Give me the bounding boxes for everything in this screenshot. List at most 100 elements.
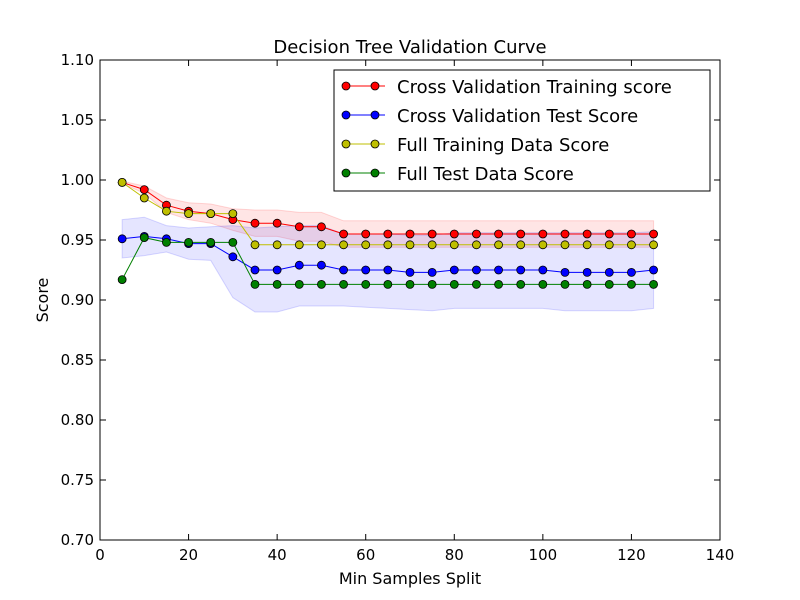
series-0-point [405, 229, 415, 239]
y-tick-label: 0.95 [61, 231, 94, 249]
x-tick-label: 60 [356, 546, 375, 564]
series-3-point [317, 279, 326, 289]
series-2-point [604, 240, 614, 250]
series-2-point [427, 240, 437, 250]
legend-entry-full-training-data-score: Full Training Data Score [341, 135, 609, 156]
series-1-point [427, 267, 437, 277]
series-markers [117, 177, 658, 289]
series-1-point [627, 267, 636, 277]
y-tick-label: 1.00 [61, 171, 94, 189]
series-2-point [339, 240, 348, 250]
series-0-point [582, 229, 592, 239]
series-3-point [494, 279, 503, 289]
series-1-point [649, 265, 658, 275]
series-2-point [139, 193, 149, 203]
series-3-point [627, 279, 636, 289]
y-axis-ticks: 0.70 0.75 0.80 0.85 0.90 0.95 1.00 1.05 1.10 [61, 51, 720, 549]
legend-entries: Cross Validation Training score Cross Val… [341, 77, 672, 185]
series-2-point [405, 240, 415, 250]
series-1-point [604, 267, 614, 277]
y-tick-label: 0.80 [61, 411, 94, 429]
legend-marker [341, 168, 351, 178]
x-axis-ticks: 0 20 40 60 80 100 120 140 [95, 60, 734, 564]
series-0-point [139, 185, 149, 195]
series-2-point [582, 240, 592, 250]
series-3-point [206, 237, 216, 247]
y-tick-label: 0.90 [61, 291, 94, 309]
series-1-point [272, 265, 282, 275]
series-3-point [472, 279, 481, 289]
legend: Cross Validation Training score Cross Val… [333, 69, 711, 192]
series-3-point [361, 279, 371, 289]
series-0-point [361, 229, 371, 239]
series-2-point [538, 240, 548, 250]
series-3-point [228, 237, 238, 247]
series-1-point [317, 260, 326, 270]
series-1-point [516, 265, 526, 275]
series-1-point [361, 265, 371, 275]
x-tick-label: 20 [179, 546, 198, 564]
series-0-point [560, 229, 570, 239]
series-2-point [494, 240, 503, 250]
y-tick-label: 0.70 [61, 531, 94, 549]
series-1-point [117, 234, 127, 244]
chart-title: Decision Tree Validation Curve [273, 37, 546, 58]
series-3-point [339, 279, 348, 289]
x-tick-label: 100 [529, 546, 558, 564]
series-1-point [294, 260, 304, 270]
legend-label: Full Training Data Score [397, 135, 609, 156]
series-1-point [472, 265, 481, 275]
legend-label: Full Test Data Score [397, 164, 574, 185]
series-1-point [582, 267, 592, 277]
series-0-point [538, 229, 548, 239]
series-2-point [361, 240, 371, 250]
series-2-point [162, 206, 171, 216]
x-tick-label: 140 [706, 546, 735, 564]
legend-entry-cross-validation-test-score: Cross Validation Test Score [341, 106, 638, 127]
legend-marker [341, 110, 351, 120]
y-tick-label: 1.05 [61, 111, 94, 129]
series-0-point [449, 229, 459, 239]
series-0-point [472, 229, 481, 239]
y-tick-label: 0.85 [61, 351, 94, 369]
legend-entry-full-test-data-score: Full Test Data Score [341, 164, 574, 185]
x-tick-label: 120 [617, 546, 646, 564]
legend-marker [341, 139, 351, 149]
legend-marker [370, 139, 380, 149]
legend-box [333, 69, 711, 192]
series-3-point [383, 279, 393, 289]
series-1-point [538, 265, 548, 275]
series-3-point [162, 237, 171, 247]
x-tick-label: 0 [95, 546, 105, 564]
series-2-point [184, 209, 193, 219]
y-axis-label: Score [33, 278, 52, 323]
series-1-point [405, 267, 415, 277]
series-2-point [294, 240, 304, 250]
series-0-point [516, 229, 526, 239]
series-2-point [627, 240, 636, 250]
y-tick-label: 1.10 [61, 51, 94, 69]
series-3-point [582, 279, 592, 289]
series-2-point [228, 209, 238, 219]
series-1-point [383, 265, 393, 275]
series-2-point [472, 240, 481, 250]
legend-marker [370, 110, 380, 120]
series-2-point [117, 177, 127, 187]
series-1-point [449, 265, 459, 275]
series-3-point [272, 279, 282, 289]
series-1-point [339, 265, 348, 275]
series-3-point [139, 233, 149, 243]
legend-label: Cross Validation Test Score [397, 106, 638, 127]
series-2-point [250, 240, 260, 250]
series-0-point [294, 222, 304, 232]
series-2-point [206, 209, 216, 219]
series-3-point [184, 237, 193, 247]
x-tick-label: 80 [445, 546, 464, 564]
series-0-point [494, 229, 503, 239]
legend-marker [370, 168, 380, 178]
series-3-point [560, 279, 570, 289]
series-2-point [449, 240, 459, 250]
legend-marker [370, 81, 380, 91]
legend-label: Cross Validation Training score [397, 77, 672, 98]
